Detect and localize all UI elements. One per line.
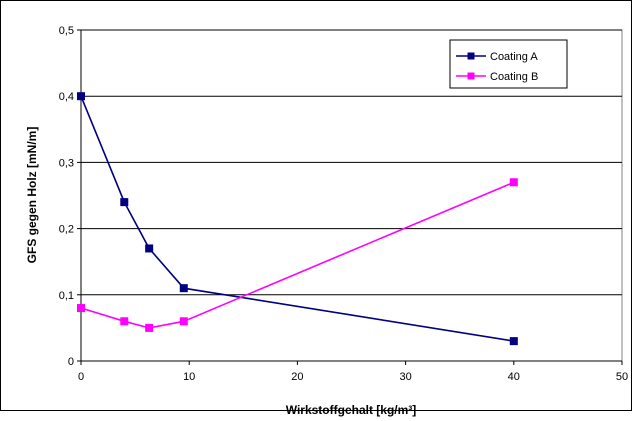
series-coating-a xyxy=(77,92,518,346)
y-tick-label: 0,5 xyxy=(59,25,74,37)
legend-marker xyxy=(467,72,475,80)
x-tick-label: 10 xyxy=(183,371,195,383)
data-point xyxy=(145,244,154,253)
data-point xyxy=(145,323,154,332)
y-tick-label: 0 xyxy=(68,356,74,368)
x-axis-title: Wirkstoffgehalt [kg/m³] xyxy=(286,403,417,417)
data-point xyxy=(77,304,85,313)
data-point xyxy=(509,337,518,346)
x-tick-label: 40 xyxy=(508,371,520,383)
legend-box xyxy=(449,39,568,89)
grid-lines xyxy=(81,29,622,296)
tick-labels: 0 0,1 0,2 0,3 0,4 0,5 0 10 20 30 40 50 xyxy=(59,25,628,383)
legend-label: Coating A xyxy=(490,51,538,63)
x-tick-label: 30 xyxy=(399,371,411,383)
y-tick-label: 0,4 xyxy=(59,91,74,103)
series-layer xyxy=(77,92,518,346)
data-point xyxy=(77,92,85,101)
x-tick-label: 0 xyxy=(78,371,84,383)
x-tick-label: 20 xyxy=(291,371,303,383)
legend: Coating A Coating B xyxy=(449,39,568,89)
x-tick-label: 50 xyxy=(616,371,628,383)
data-point xyxy=(120,317,129,326)
y-tick-label: 0,3 xyxy=(59,157,74,169)
data-point xyxy=(179,317,188,326)
legend-label: Coating B xyxy=(490,71,538,83)
series-coating-b xyxy=(77,178,518,332)
data-point xyxy=(120,198,129,207)
data-point xyxy=(179,284,188,293)
data-point xyxy=(509,178,518,187)
y-tick-label: 0,1 xyxy=(59,290,74,302)
legend-marker xyxy=(467,52,475,60)
y-axis-title: GFS gegen Holz [mN/m] xyxy=(25,127,39,264)
y-tick-label: 0,2 xyxy=(59,224,74,236)
